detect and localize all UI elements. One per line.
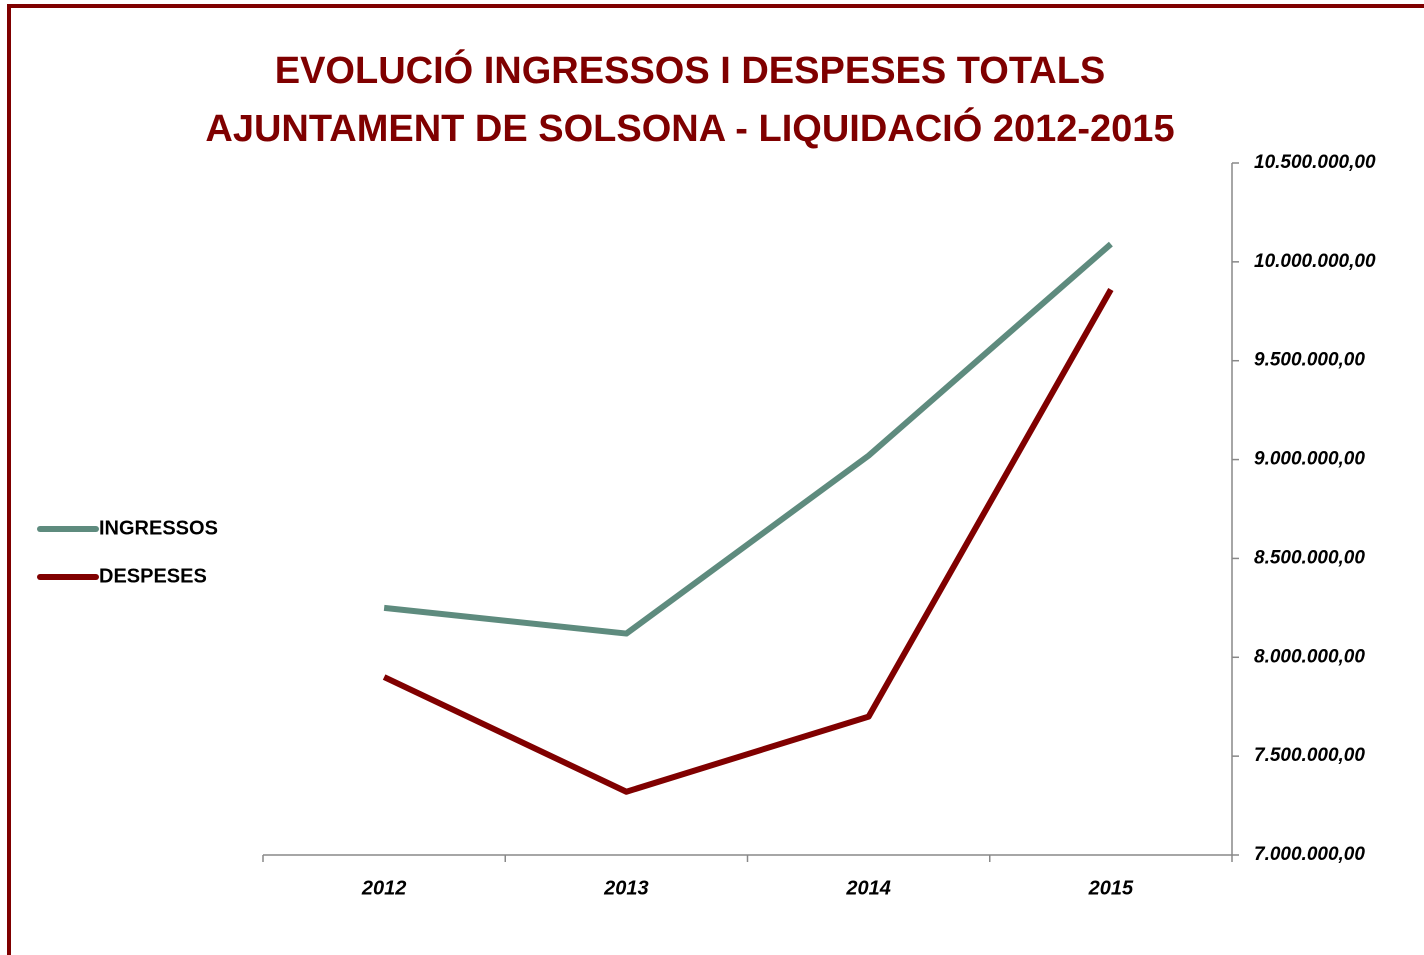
line-series [382,288,1114,795]
y-tick-label: 8.000.000,00 [1254,646,1365,667]
y-tick-label: 10.500.000,00 [1254,152,1376,173]
y-tick-label: 7.500.000,00 [1254,745,1365,766]
x-tick-label: 2012 [361,877,407,899]
legend-label: DESPESES [99,565,207,587]
y-tick-label: 10.000.000,00 [1254,251,1376,272]
y-tick-label: 8.500.000,00 [1254,547,1365,568]
y-tick-label: 7.000.000,00 [1254,844,1365,865]
legend-label: INGRESSOS [99,517,218,539]
frame [7,4,1424,955]
y-tick-label: 9.500.000,00 [1254,350,1365,371]
line-series [383,241,1113,637]
x-tick-label: 2013 [603,877,649,899]
x-tick-label: 2014 [845,877,891,899]
x-tick-label: 2015 [1088,877,1134,899]
chart-title: AJUNTAMENT DE SOLSONA - LIQUIDACIÓ 2012-… [205,106,1174,150]
chart-title: EVOLUCIÓ INGRESSOS I DESPESES TOTALS [275,48,1106,92]
y-tick-label: 9.000.000,00 [1254,449,1365,470]
